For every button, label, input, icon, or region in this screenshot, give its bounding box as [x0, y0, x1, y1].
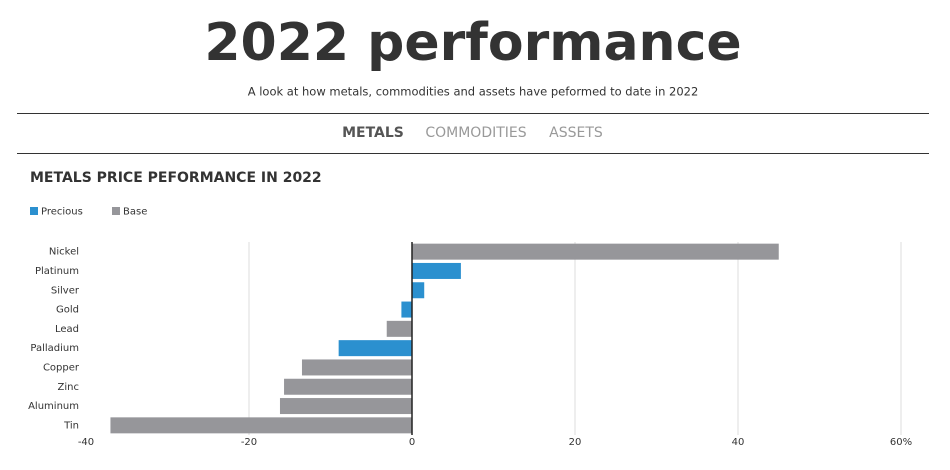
- bar: [412, 243, 779, 260]
- y-tick-label: Tin: [63, 420, 79, 431]
- bar: [412, 262, 461, 279]
- y-tick-label: Gold: [56, 305, 79, 316]
- chart-title: METALS PRICE PEFORMANCE IN 2022: [30, 170, 322, 186]
- legend-swatch: [112, 207, 120, 215]
- legend-label: Base: [123, 207, 147, 218]
- subtitle: A look at how metals, commodities and as…: [248, 85, 699, 99]
- y-tick-label: Aluminum: [28, 401, 79, 412]
- tab[interactable]: ASSETS: [549, 125, 603, 141]
- bar: [401, 301, 412, 318]
- bar: [386, 320, 412, 337]
- y-tick-label: Copper: [43, 362, 80, 373]
- bar: [338, 340, 412, 357]
- legend-swatch: [30, 207, 38, 215]
- bar: [110, 417, 412, 434]
- y-tick-label: Nickel: [49, 247, 79, 258]
- y-tick-label: Zinc: [58, 382, 79, 393]
- x-tick-label: -20: [241, 437, 257, 448]
- x-tick-label: 60%: [890, 437, 912, 448]
- y-tick-label: Platinum: [35, 266, 79, 277]
- page-title: 2022 performance: [204, 13, 741, 73]
- bar: [412, 282, 425, 299]
- bar: [284, 378, 412, 395]
- y-tick-label: Silver: [51, 285, 80, 296]
- x-tick-label: 40: [732, 437, 745, 448]
- y-tick-label: Lead: [55, 324, 79, 335]
- x-tick-label: 20: [569, 437, 582, 448]
- tab-active[interactable]: METALS: [342, 125, 404, 141]
- legend-label: Precious: [41, 207, 83, 218]
- x-tick-label: 0: [409, 437, 415, 448]
- y-tick-label: Palladium: [30, 343, 79, 354]
- tab[interactable]: COMMODITIES: [425, 125, 526, 141]
- x-tick-label: -40: [78, 437, 94, 448]
- bar: [279, 398, 412, 415]
- bar: [301, 359, 412, 376]
